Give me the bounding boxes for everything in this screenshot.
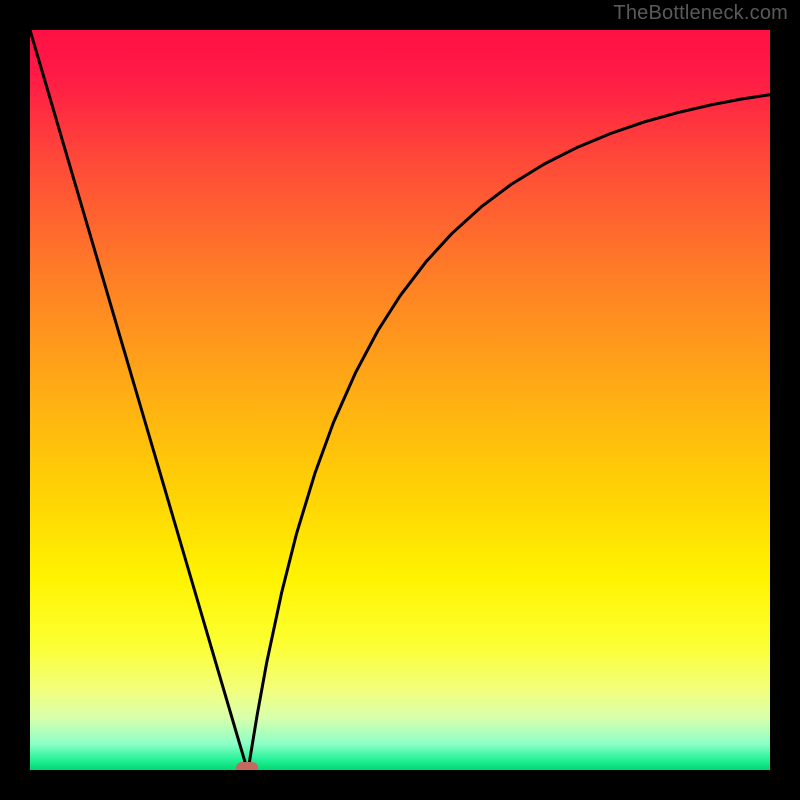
chart-frame: TheBottleneck.com	[0, 0, 800, 800]
bottleneck-curve	[30, 30, 770, 770]
curve-svg	[30, 30, 770, 770]
min-marker	[236, 762, 258, 770]
plot-area	[30, 30, 770, 770]
attribution-text: TheBottleneck.com	[613, 2, 788, 25]
